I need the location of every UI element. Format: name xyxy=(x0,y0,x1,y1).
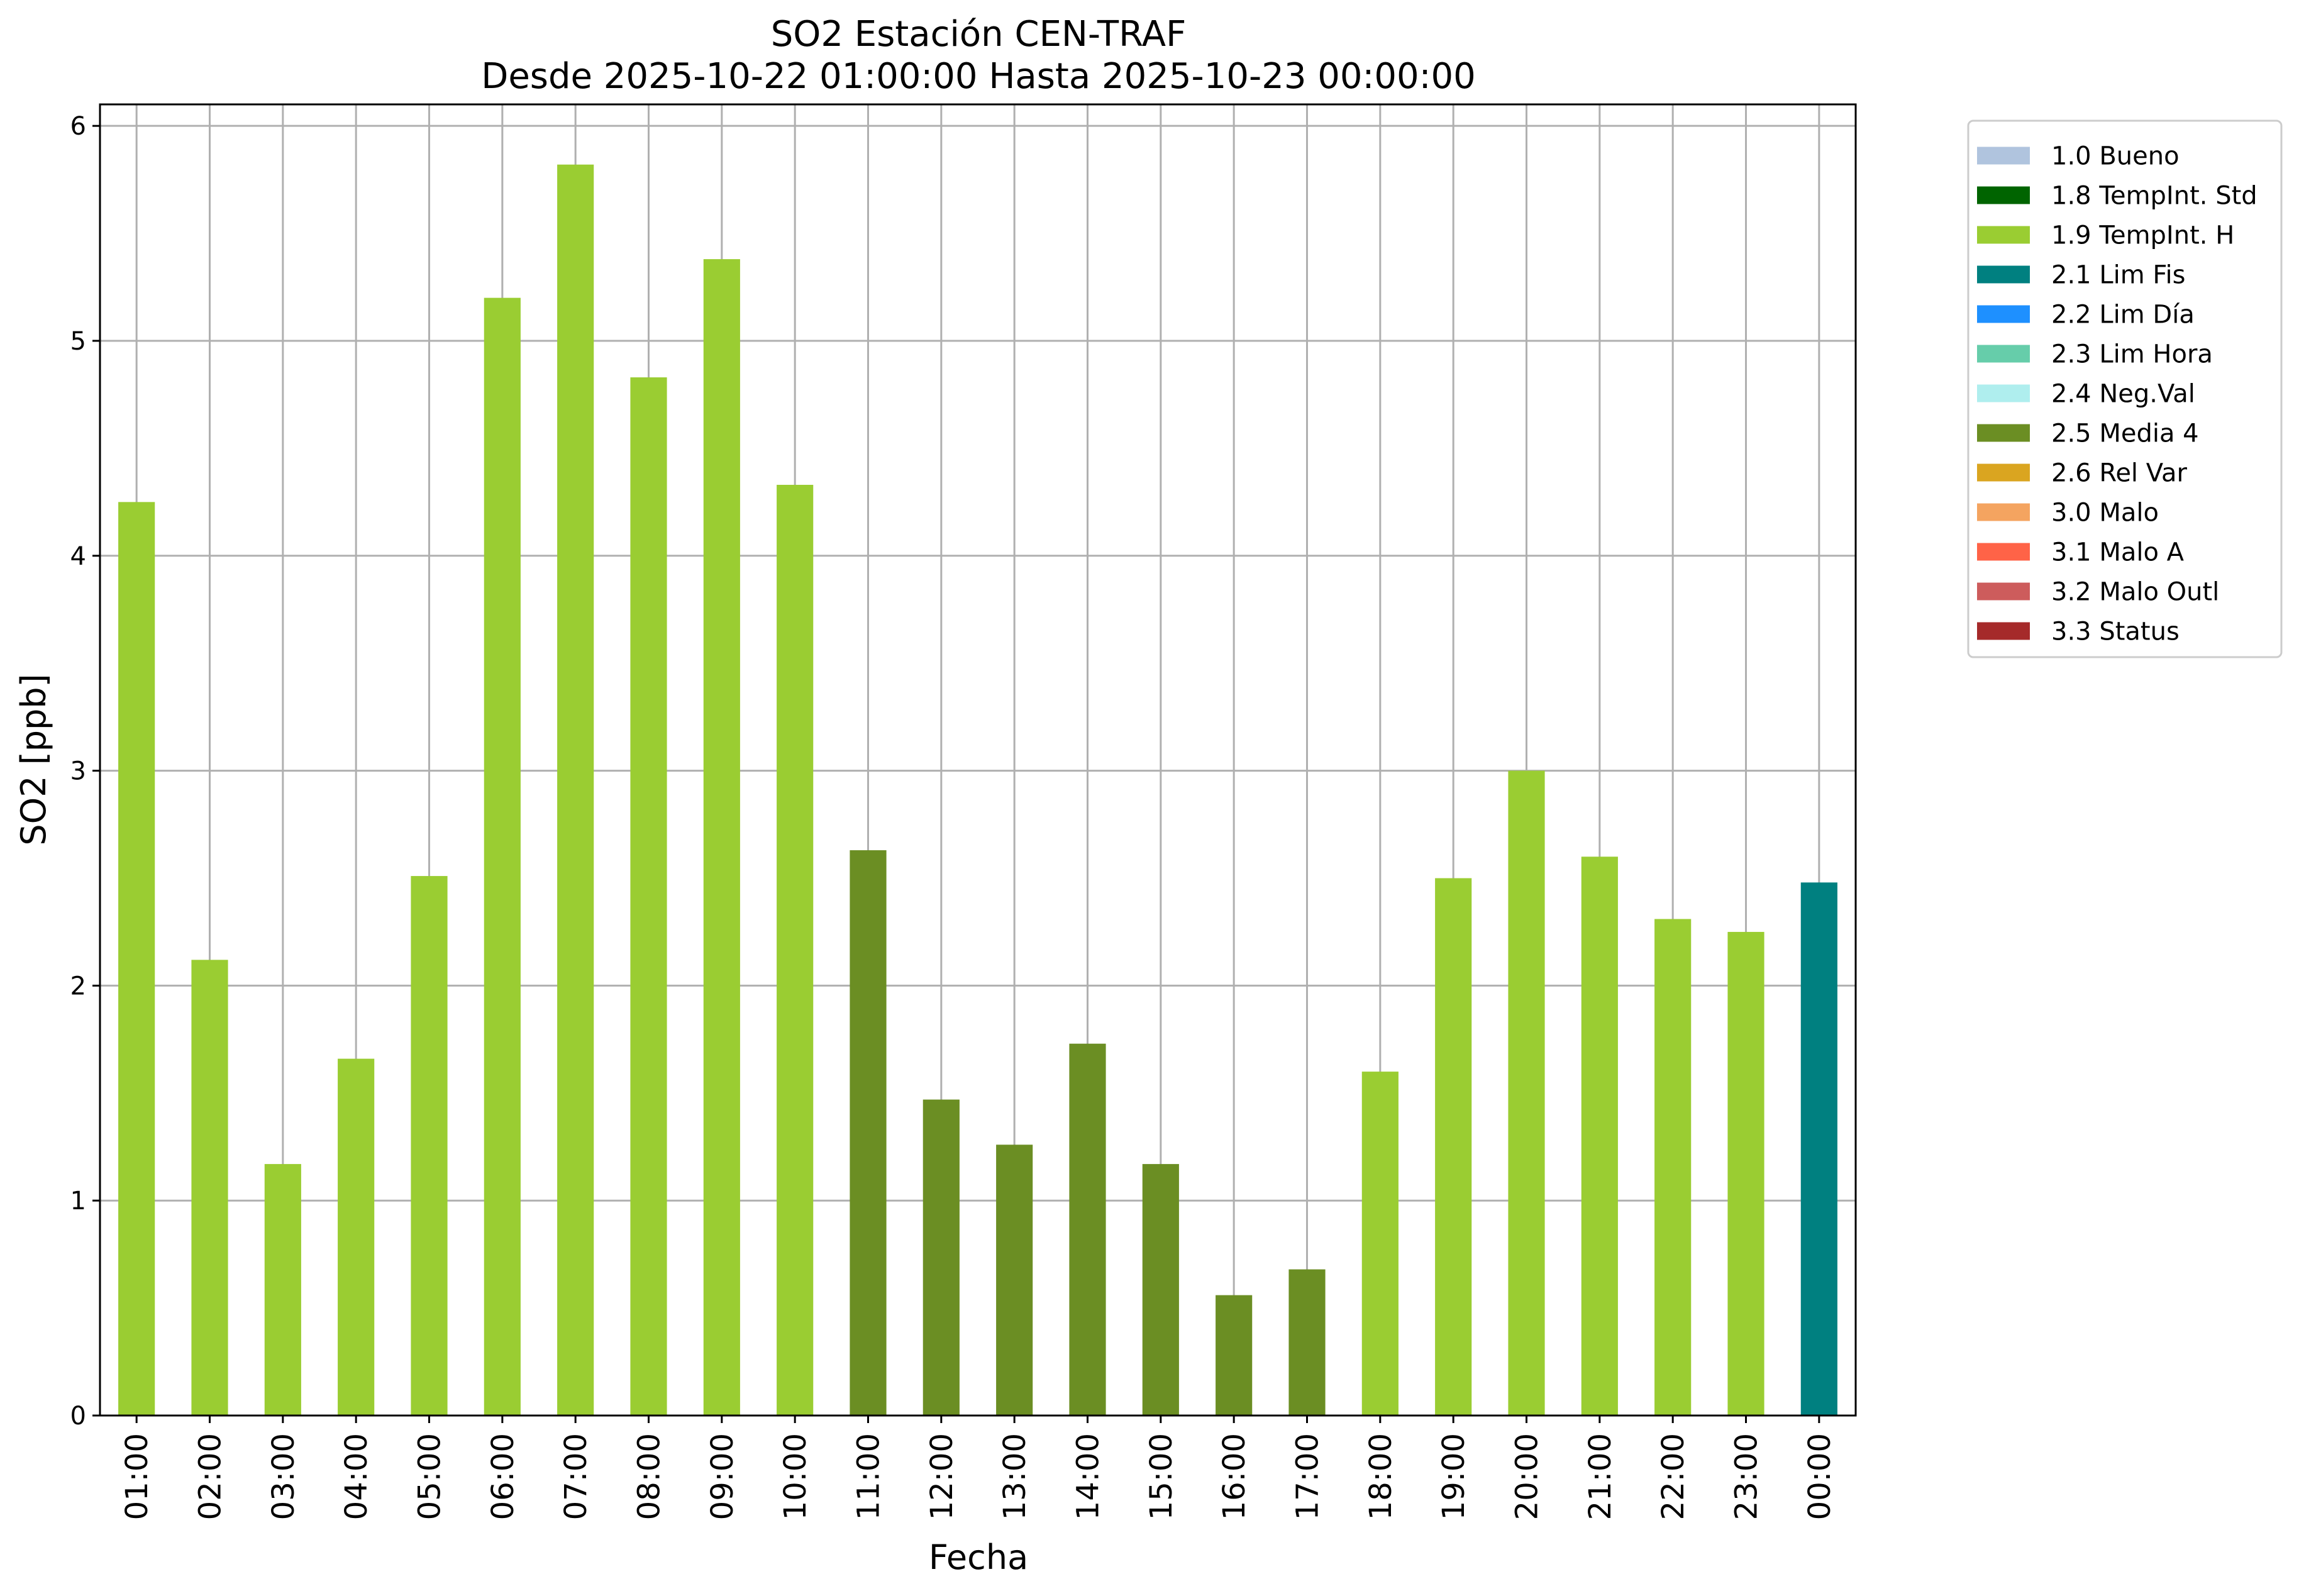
bar-2300 xyxy=(1727,931,1764,1416)
x-tick-label: 07:00 xyxy=(558,1433,594,1520)
bar-0700 xyxy=(557,164,594,1416)
legend-swatch xyxy=(1977,186,2030,204)
legend-entry: 2.2 Lim Día xyxy=(2051,301,2195,330)
chart-subtitle: Desde 2025-10-22 01:00:00 Hasta 2025-10-… xyxy=(481,56,1476,97)
legend-swatch xyxy=(1977,622,2030,640)
legend-entry: 1.0 Bueno xyxy=(2051,142,2180,171)
legend-swatch xyxy=(1977,582,2030,601)
bar-0600 xyxy=(484,297,521,1416)
x-tick-label: 01:00 xyxy=(119,1433,155,1520)
legend-swatch xyxy=(1977,463,2030,482)
x-tick-label: 22:00 xyxy=(1656,1433,1691,1520)
y-tick-label: 6 xyxy=(70,112,86,141)
legend-swatch xyxy=(1977,424,2030,442)
legend-entry: 1.9 TempInt. H xyxy=(2051,221,2234,250)
bar-0200 xyxy=(191,960,228,1416)
x-tick-label: 05:00 xyxy=(413,1433,448,1520)
bar-1900 xyxy=(1435,878,1472,1416)
x-tick-label: 18:00 xyxy=(1363,1433,1399,1520)
y-tick-label: 3 xyxy=(70,757,86,786)
bar-2200 xyxy=(1654,919,1692,1416)
x-tick-label: 14:00 xyxy=(1071,1433,1106,1520)
bar-1700 xyxy=(1288,1269,1326,1416)
x-tick-label: 03:00 xyxy=(266,1433,301,1520)
x-tick-label: 09:00 xyxy=(705,1433,740,1520)
bar-1300 xyxy=(996,1144,1033,1416)
chart-title: SO2 Estación CEN-TRAF xyxy=(771,14,1187,55)
x-tick-label: 06:00 xyxy=(485,1433,521,1520)
x-tick-label: 12:00 xyxy=(924,1433,960,1520)
x-tick-label: 21:00 xyxy=(1583,1433,1618,1520)
legend-swatch xyxy=(1977,147,2030,165)
legend-swatch xyxy=(1977,345,2030,363)
legend-swatch xyxy=(1977,265,2030,284)
y-tick-label: 4 xyxy=(70,542,86,571)
x-axis-label: Fecha xyxy=(929,1538,1028,1577)
x-tick-label: 11:00 xyxy=(851,1433,887,1520)
bar-1800 xyxy=(1361,1072,1399,1416)
plot-frame xyxy=(99,103,1857,1417)
legend-entry: 3.1 Malo A xyxy=(2051,538,2185,567)
legend: 1.0 Bueno 1.8 TempInt. Std 1.9 TempInt. H 2… xyxy=(1967,119,2283,658)
bar-2100 xyxy=(1581,856,1618,1416)
bar-1200 xyxy=(922,1099,960,1416)
bars-layer xyxy=(118,164,1837,1416)
x-tick-label: 19:00 xyxy=(1436,1433,1471,1520)
legend-entry: 2.1 Lim Fis xyxy=(2051,261,2185,290)
bar-0900 xyxy=(703,259,740,1416)
x-tick-label: 20:00 xyxy=(1510,1433,1545,1520)
bar-0000 xyxy=(1800,882,1837,1416)
x-axis: 01:00 02:00 03:00 04:00 05:00 06:00 07:00 08:00… xyxy=(119,1416,1837,1520)
x-tick-label: 00:00 xyxy=(1802,1433,1837,1520)
y-tick-label: 1 xyxy=(70,1187,86,1216)
x-tick-label: 02:00 xyxy=(193,1433,228,1520)
legend-entry: 3.0 Malo xyxy=(2051,499,2159,528)
bar-0800 xyxy=(630,377,667,1416)
legend-entry: 2.5 Media 4 xyxy=(2051,419,2199,448)
bar-0100 xyxy=(118,502,155,1416)
bar-0500 xyxy=(411,876,448,1416)
legend-entry: 2.3 Lim Hora xyxy=(2051,340,2213,369)
x-tick-label: 17:00 xyxy=(1290,1433,1326,1520)
legend-swatch xyxy=(1977,543,2030,561)
bar-2000 xyxy=(1508,770,1545,1416)
bar-0400 xyxy=(338,1058,375,1416)
legend-frame xyxy=(1967,119,2283,658)
bar-1400 xyxy=(1069,1043,1106,1416)
y-tick-label: 5 xyxy=(70,327,86,356)
legend-swatch xyxy=(1977,503,2030,521)
y-tick-label: 2 xyxy=(70,972,86,1000)
x-tick-label: 08:00 xyxy=(632,1433,667,1520)
legend-entry: 2.4 Neg.Val xyxy=(2051,380,2195,409)
legend-entry: 3.3 Status xyxy=(2051,618,2180,646)
y-tick-label: 0 xyxy=(70,1402,86,1431)
bar-1000 xyxy=(777,484,814,1416)
bar-1100 xyxy=(850,850,887,1416)
x-tick-label: 16:00 xyxy=(1217,1433,1252,1520)
y-axis-label: SO2 [ppb] xyxy=(14,673,53,845)
legend-entry: 1.8 TempInt. Std xyxy=(2051,182,2257,211)
x-tick-label: 15:00 xyxy=(1144,1433,1179,1520)
legend-swatch xyxy=(1977,305,2030,323)
bar-0300 xyxy=(264,1164,301,1416)
legend-entry: 2.6 Rel Var xyxy=(2051,459,2188,488)
legend-swatch xyxy=(1977,226,2030,244)
x-tick-label: 23:00 xyxy=(1729,1433,1764,1520)
x-tick-label: 10:00 xyxy=(778,1433,813,1520)
y-axis: 0 1 2 3 4 5 6 xyxy=(70,112,100,1431)
bar-1600 xyxy=(1216,1295,1253,1416)
legend-swatch xyxy=(1977,384,2030,402)
x-tick-label: 13:00 xyxy=(997,1433,1033,1520)
legend-entry: 3.2 Malo Outl xyxy=(2051,578,2219,607)
x-tick-label: 04:00 xyxy=(339,1433,374,1520)
bar-1500 xyxy=(1142,1164,1179,1416)
